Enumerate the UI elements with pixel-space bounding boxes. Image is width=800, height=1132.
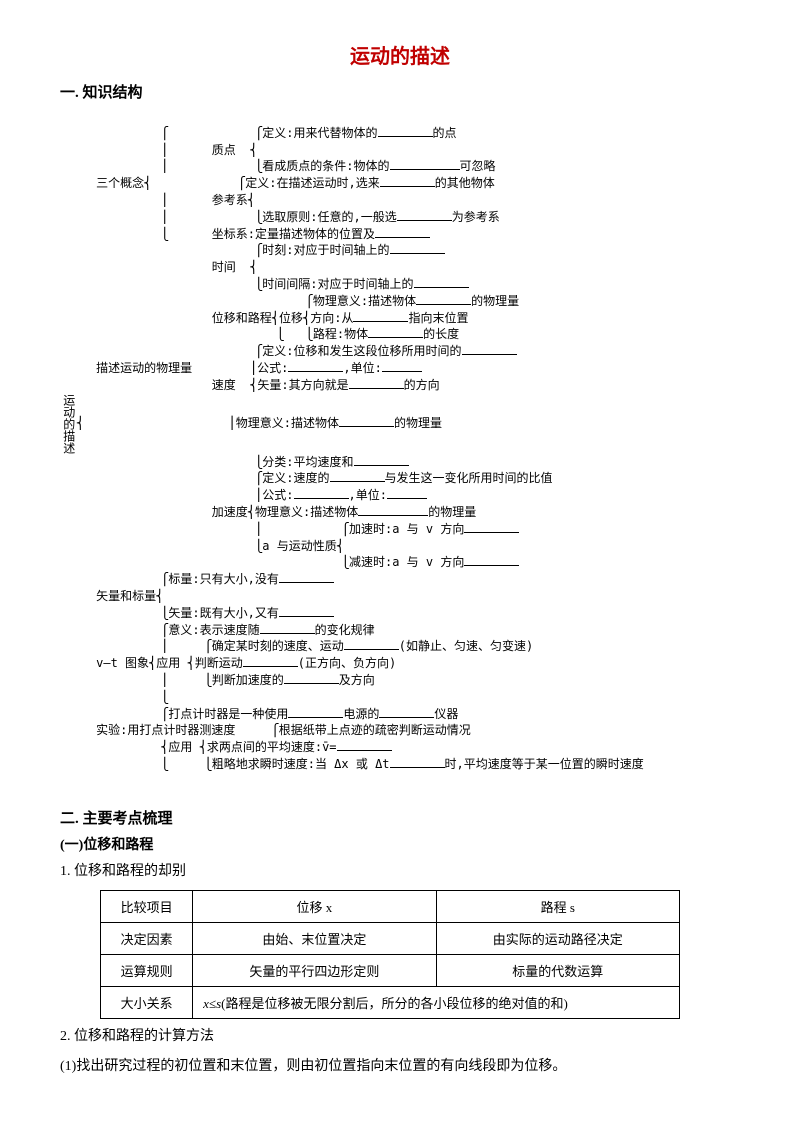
cell-text: (路程是位移被无限分割后，所分的各小段位移的绝对值的和) bbox=[221, 996, 568, 1011]
paragraph-2: 2. 位移和路程的计算方法 bbox=[60, 1025, 740, 1049]
paragraph-2-line: (1)找出研究过程的初位置和末位置，则由初位置指向末位置的有向线段即为位移。 bbox=[60, 1055, 740, 1079]
knowledge-tree-diagram: ⎧ ⎧定义:用来代替物体的的点 ⎪ 质点 ⎨ ⎪ ⎩看成质点的条件:物体的可忽略… bbox=[60, 108, 740, 789]
comparison-table: 比较项目 位移 x 路程 s 决定因素 由始、末位置决定 由实际的运动路径决定 … bbox=[100, 890, 680, 1019]
subsection-1-heading: (一)位移和路程 bbox=[60, 834, 740, 854]
table-row: 决定因素 由始、末位置决定 由实际的运动路径决定 bbox=[101, 923, 680, 955]
page-title: 运动的描述 bbox=[60, 40, 740, 69]
table-cell: 运算规则 bbox=[101, 955, 193, 987]
table-header: 比较项目 bbox=[101, 891, 193, 923]
document-page: 运动的描述 一. 知识结构 ⎧ ⎧定义:用来代替物体的的点 ⎪ 质点 ⎨ ⎪ ⎩… bbox=[0, 0, 800, 1125]
table-cell: 标量的代数运算 bbox=[436, 955, 679, 987]
table-cell: x≤s(路程是位移被无限分割后，所分的各小段位移的绝对值的和) bbox=[193, 987, 680, 1019]
table-cell: 决定因素 bbox=[101, 923, 193, 955]
table-cell: 由实际的运动路径决定 bbox=[436, 923, 679, 955]
table-cell: 由始、末位置决定 bbox=[193, 923, 436, 955]
table-row: 大小关系 x≤s(路程是位移被无限分割后，所分的各小段位移的绝对值的和) bbox=[101, 987, 680, 1019]
table-cell: 矢量的平行四边形定则 bbox=[193, 955, 436, 987]
section-2-heading: 二. 主要考点梳理 bbox=[60, 807, 740, 828]
section-1-heading: 一. 知识结构 bbox=[60, 81, 740, 102]
table-header: 位移 x bbox=[193, 891, 436, 923]
table-row: 运算规则 矢量的平行四边形定则 标量的代数运算 bbox=[101, 955, 680, 987]
table-row: 比较项目 位移 x 路程 s bbox=[101, 891, 680, 923]
table-header: 路程 s bbox=[436, 891, 679, 923]
table-cell: 大小关系 bbox=[101, 987, 193, 1019]
paragraph-1: 1. 位移和路程的却别 bbox=[60, 860, 740, 884]
